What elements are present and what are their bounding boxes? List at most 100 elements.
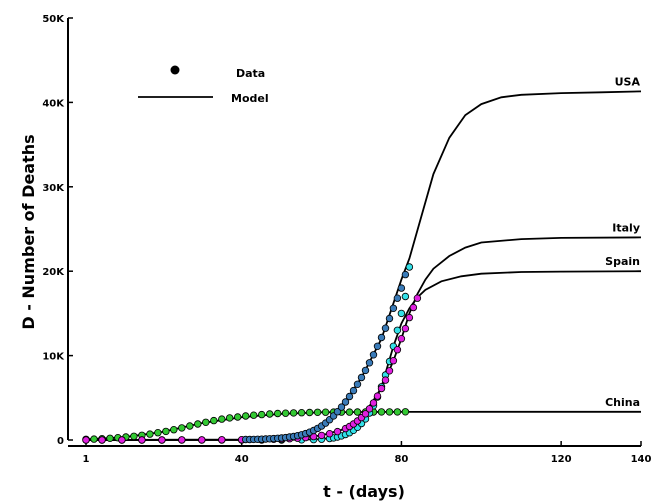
y-tick-label: 20K bbox=[42, 267, 65, 278]
x-tick-label: 1 bbox=[83, 454, 90, 465]
model-line-usa bbox=[85, 90, 642, 441]
series-label-usa: USA bbox=[615, 75, 641, 88]
data-point-china bbox=[194, 420, 202, 428]
data-point-usa bbox=[353, 380, 362, 388]
data-point-usa bbox=[389, 304, 398, 312]
data-point-usa bbox=[393, 294, 402, 302]
data-point-usa bbox=[333, 408, 342, 416]
data-point-china bbox=[258, 410, 266, 419]
data-point-china bbox=[385, 408, 394, 416]
data-point-china bbox=[266, 410, 274, 418]
data-point-usa bbox=[381, 324, 390, 332]
data-point-china bbox=[146, 430, 154, 438]
data-point-usa bbox=[401, 270, 410, 279]
data-points bbox=[82, 263, 422, 444]
series-label-italy: Italy bbox=[612, 221, 640, 234]
data-point-usa bbox=[341, 398, 350, 406]
data-point-italy bbox=[405, 313, 414, 322]
legend-label-data: Data bbox=[236, 67, 265, 80]
legend-marker-data bbox=[170, 65, 180, 75]
data-point-usa bbox=[337, 403, 346, 411]
data-point-usa bbox=[369, 351, 378, 359]
data-point-italy bbox=[158, 436, 166, 444]
data-point-italy bbox=[397, 335, 406, 343]
data-point-usa bbox=[365, 359, 374, 367]
data-point-china bbox=[178, 424, 186, 432]
data-point-china bbox=[241, 412, 250, 420]
data-point-italy bbox=[98, 436, 106, 444]
y-tick-label: 50K bbox=[42, 14, 65, 25]
data-point-china bbox=[170, 426, 178, 434]
series-labels: USA Italy Spain China bbox=[605, 75, 640, 408]
data-point-usa bbox=[397, 284, 406, 292]
data-point-china bbox=[377, 408, 386, 416]
data-point-china bbox=[218, 415, 226, 423]
data-point-usa bbox=[385, 314, 394, 323]
data-point-usa bbox=[345, 392, 354, 401]
data-point-china bbox=[130, 432, 138, 440]
data-point-china bbox=[401, 408, 410, 416]
legend-label-model: Model bbox=[231, 92, 269, 105]
data-point-italy bbox=[198, 436, 206, 444]
data-point-china bbox=[297, 409, 306, 417]
data-point-usa bbox=[377, 333, 386, 342]
data-point-usa bbox=[357, 373, 366, 382]
data-point-china bbox=[90, 435, 98, 443]
x-tick-label: 140 bbox=[631, 454, 652, 465]
legend: Data Model bbox=[138, 65, 269, 105]
data-point-usa bbox=[361, 366, 370, 375]
x-tick-label: 40 bbox=[235, 454, 249, 465]
data-point-italy bbox=[361, 410, 370, 418]
y-tick-label: 0 bbox=[57, 436, 64, 447]
data-point-china bbox=[154, 429, 162, 437]
data-point-italy bbox=[389, 357, 398, 365]
data-point-china bbox=[106, 434, 114, 442]
data-point-italy bbox=[393, 346, 402, 354]
data-point-usa bbox=[349, 386, 358, 395]
data-point-china bbox=[281, 409, 290, 417]
data-point-italy bbox=[381, 376, 390, 384]
data-point-italy bbox=[325, 430, 334, 438]
data-point-china bbox=[313, 408, 322, 416]
data-point-spain bbox=[401, 292, 410, 301]
model-lines bbox=[85, 90, 642, 441]
data-point-spain bbox=[405, 263, 414, 271]
data-point-italy bbox=[377, 384, 386, 393]
data-point-italy bbox=[385, 367, 394, 375]
series-label-spain: Spain bbox=[605, 255, 640, 268]
data-point-china bbox=[393, 408, 402, 416]
data-point-china bbox=[274, 409, 282, 418]
data-point-spain bbox=[393, 326, 402, 334]
x-tick-label: 80 bbox=[394, 454, 408, 465]
data-point-italy bbox=[373, 392, 382, 400]
data-point-china bbox=[202, 418, 210, 426]
data-point-italy bbox=[178, 436, 186, 444]
data-point-italy bbox=[413, 294, 422, 302]
data-point-italy bbox=[218, 436, 226, 444]
x-tick-label: 120 bbox=[551, 454, 572, 465]
data-point-italy bbox=[409, 303, 418, 312]
y-tick-label: 40K bbox=[42, 98, 65, 109]
y-tick-label: 10K bbox=[42, 352, 65, 363]
x-axis-title: t - (days) bbox=[323, 482, 405, 501]
data-point-china bbox=[345, 408, 354, 416]
data-point-italy bbox=[82, 436, 90, 444]
data-point-china bbox=[233, 413, 242, 421]
data-point-china bbox=[289, 409, 298, 417]
data-point-italy bbox=[138, 436, 146, 444]
data-point-italy bbox=[401, 324, 410, 333]
data-point-china bbox=[162, 427, 170, 436]
data-point-italy bbox=[365, 405, 374, 413]
data-point-italy bbox=[333, 427, 342, 436]
data-point-china bbox=[186, 422, 194, 430]
y-tick-label: 30K bbox=[42, 183, 65, 194]
data-point-china bbox=[353, 408, 362, 416]
data-point-china bbox=[210, 416, 218, 425]
series-label-china: China bbox=[605, 396, 640, 409]
data-point-spain bbox=[397, 309, 406, 318]
data-point-china bbox=[225, 414, 234, 422]
data-point-china bbox=[321, 408, 330, 416]
y-axis-title: D - Number of Deaths bbox=[19, 134, 38, 329]
